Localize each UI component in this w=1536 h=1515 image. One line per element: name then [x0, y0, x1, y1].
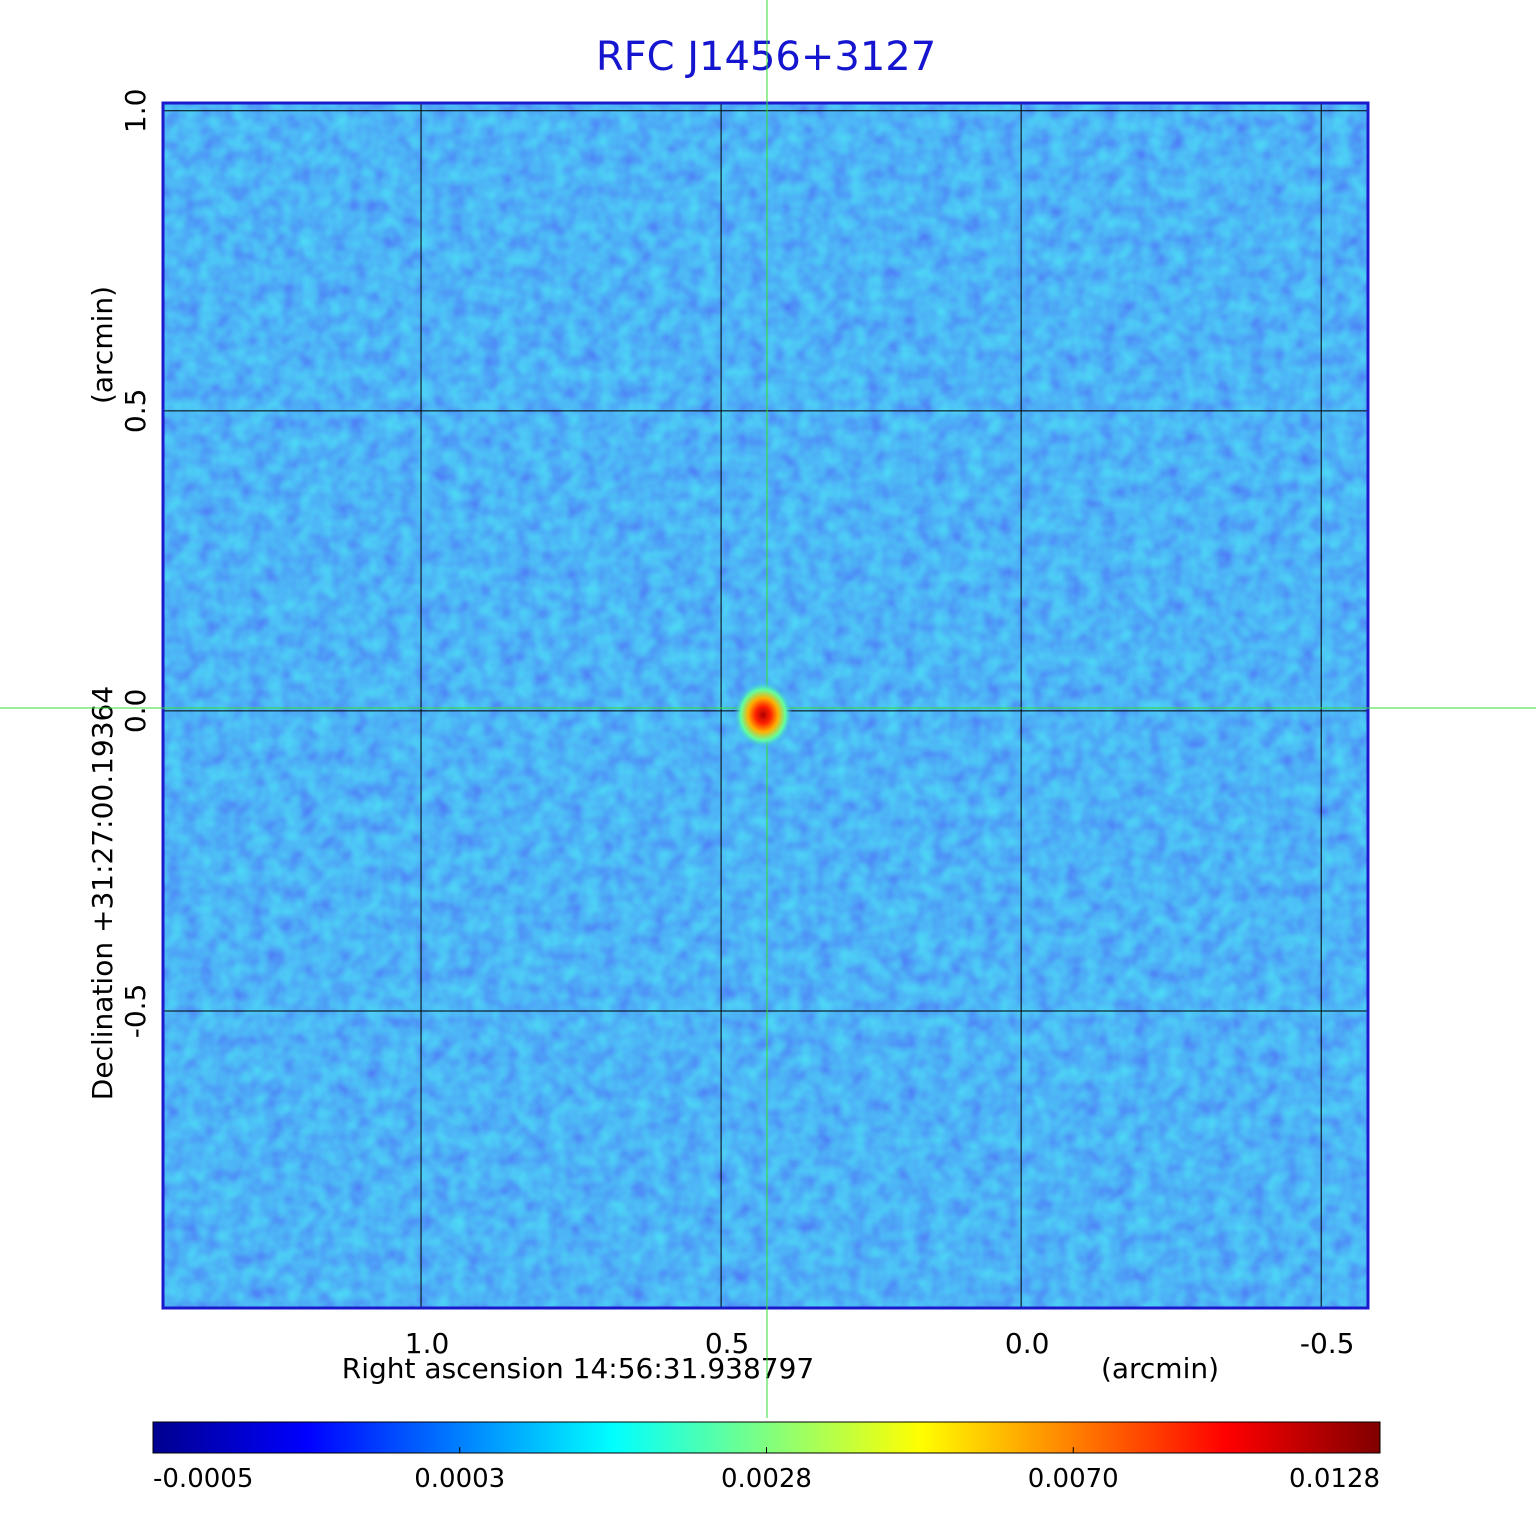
x-tick-label: -0.5 — [1300, 1327, 1355, 1360]
y-tick-label: -0.5 — [119, 984, 152, 1039]
y-tick-label: 0.5 — [119, 389, 152, 434]
x-axis-label: Right ascension 14:56:31.938797 — [342, 1352, 814, 1385]
y-tick-label: 0.0 — [119, 689, 152, 734]
y-tick-label: 1.0 — [119, 89, 152, 134]
colorbar-tick-label: 0.0028 — [721, 1464, 812, 1494]
x-tick-label: 1.0 — [405, 1327, 450, 1360]
x-tick-label: 0.5 — [705, 1327, 750, 1360]
colorbar-tick-label: -0.0005 — [153, 1464, 253, 1494]
x-axis-unit: (arcmin) — [1101, 1352, 1219, 1385]
y-axis-unit: (arcmin) — [86, 286, 119, 404]
source-peak — [733, 680, 794, 749]
colorbar-tick-label: 0.0003 — [414, 1464, 505, 1494]
colorbar-tick-label: 0.0070 — [1028, 1464, 1119, 1494]
plot-frame — [161, 101, 1370, 1310]
colorbar-tick-label: 0.0128 — [1289, 1464, 1380, 1494]
y-axis-label: Declination +31:27:00.19364 — [86, 686, 119, 1100]
x-tick-label: 0.0 — [1005, 1327, 1050, 1360]
chart-title: RFC J1456+3127 — [596, 34, 936, 80]
